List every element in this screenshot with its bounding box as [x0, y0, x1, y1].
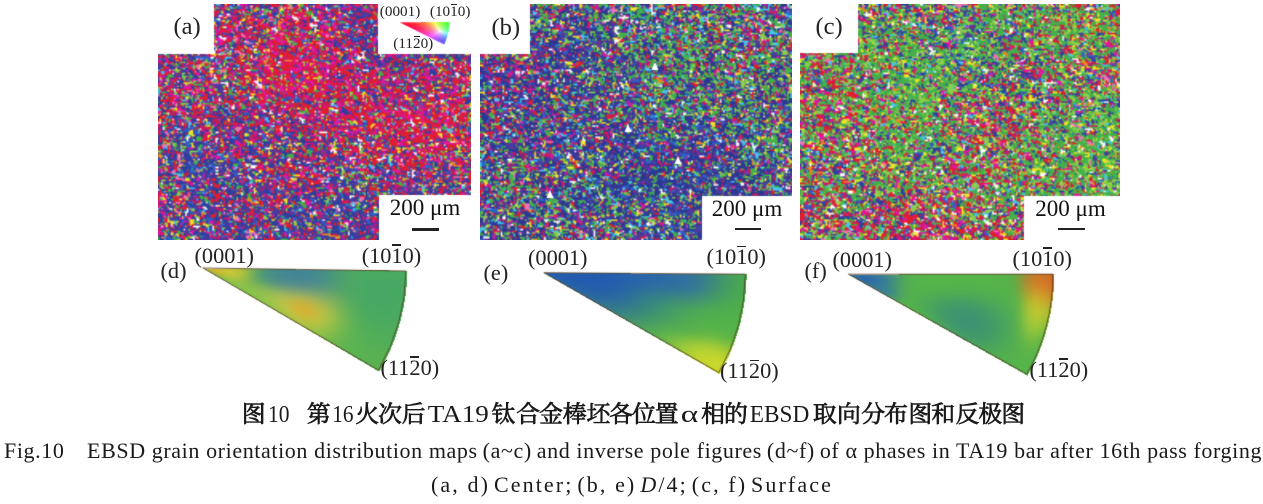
svg-text:α: α [681, 402, 699, 428]
svg-text:TA19: TA19 [428, 402, 489, 428]
svg-text:EBSD: EBSD [750, 402, 810, 428]
svg-text:16: 16 [332, 402, 353, 428]
svg-text:10: 10 [268, 402, 290, 428]
